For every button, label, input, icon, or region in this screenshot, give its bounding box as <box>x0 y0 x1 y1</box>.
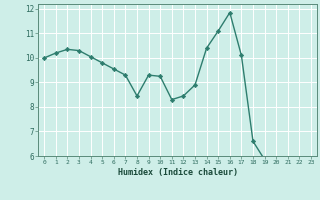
X-axis label: Humidex (Indice chaleur): Humidex (Indice chaleur) <box>118 168 238 177</box>
